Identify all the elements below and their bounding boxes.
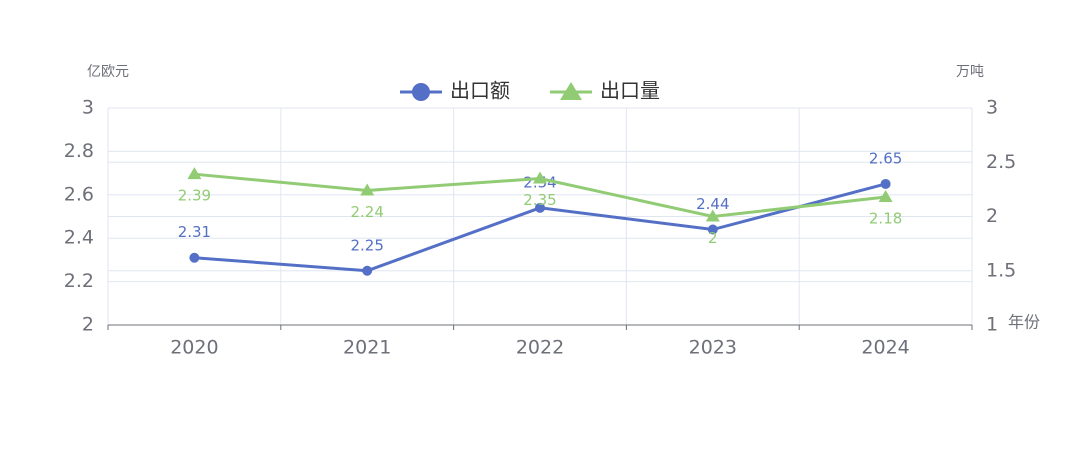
y-tick-label: 2 — [82, 314, 94, 336]
x-tick-label: 2023 — [689, 337, 737, 359]
data-label: 2.24 — [350, 203, 383, 221]
data-label: 2.65 — [869, 149, 902, 167]
data-label: 2.44 — [696, 195, 729, 213]
point — [880, 178, 891, 189]
point — [707, 224, 718, 235]
data-label: 2.35 — [523, 191, 556, 209]
y2-tick-label: 2.5 — [986, 151, 1016, 173]
point — [362, 265, 373, 276]
point — [535, 202, 545, 213]
y-tick-label: 2.4 — [64, 227, 94, 249]
data-label: 2.25 — [350, 236, 383, 254]
y2-tick-label: 2 — [986, 205, 998, 227]
y-tick-label: 3 — [82, 97, 94, 119]
y-tick-label: 2.8 — [64, 140, 94, 162]
x-axis-name: 年份 — [1008, 313, 1040, 332]
y-tick-label: 2.6 — [64, 183, 94, 205]
legend-marker — [412, 83, 430, 101]
y-axis-name: 亿欧元 — [87, 64, 129, 80]
legend-label: 出口量 — [600, 79, 660, 103]
x-tick-label: 2021 — [343, 337, 391, 359]
data-label: 2.31 — [178, 223, 211, 241]
legend-marker — [560, 82, 582, 100]
legend-label: 出口额 — [450, 79, 510, 103]
point — [878, 189, 893, 202]
data-label: 2 — [708, 229, 718, 247]
x-tick-label: 2020 — [170, 337, 218, 359]
data-label: 2.39 — [178, 187, 211, 205]
y2-axis-name: 万吨 — [956, 64, 984, 80]
point — [360, 183, 375, 196]
y2-tick-label: 3 — [986, 97, 998, 119]
x-tick-label: 2024 — [861, 337, 909, 359]
point — [189, 252, 200, 263]
point — [705, 209, 720, 222]
point — [533, 171, 547, 184]
y-tick-label: 2.2 — [64, 270, 94, 292]
data-label: 2.18 — [869, 209, 902, 227]
x-tick-label: 2022 — [516, 337, 564, 359]
point — [187, 167, 202, 180]
y2-tick-label: 1.5 — [986, 259, 1016, 281]
y2-tick-label: 1 — [986, 314, 998, 336]
